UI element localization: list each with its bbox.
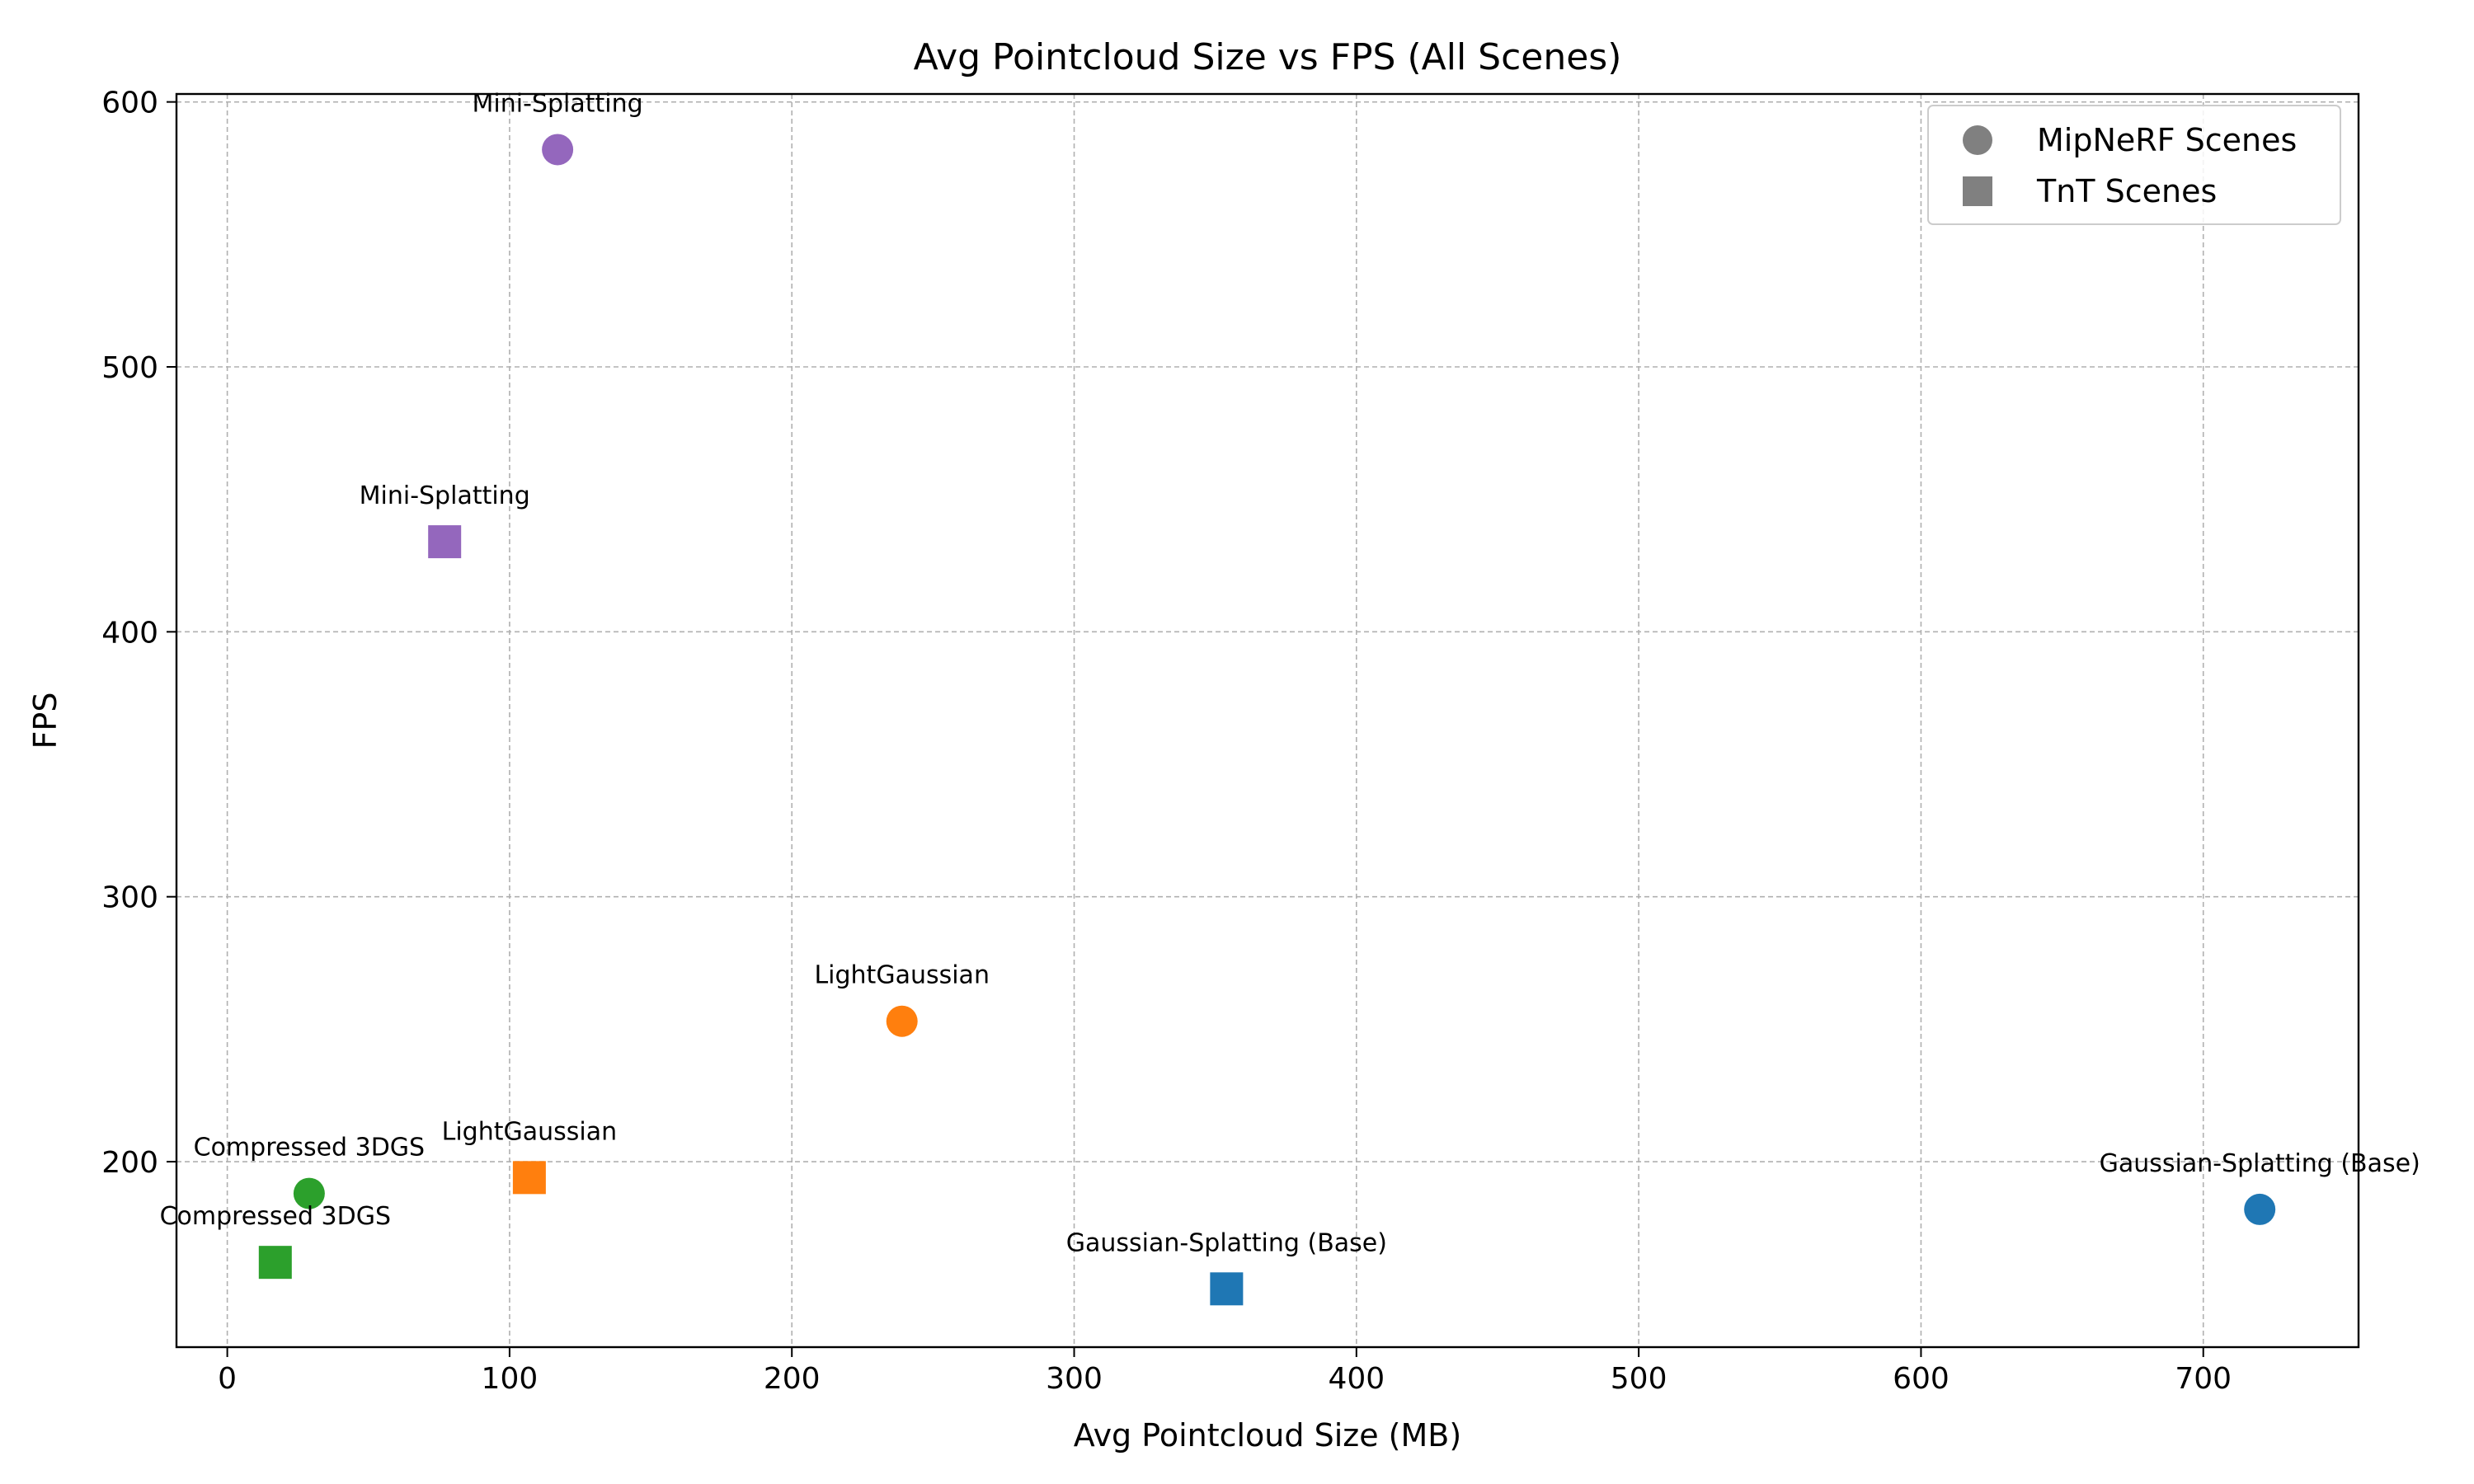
- y-tick-label: 400: [101, 616, 158, 650]
- point-label: Compressed 3DGS: [160, 1202, 391, 1231]
- point-marker-circle: [886, 1005, 918, 1037]
- grid: [176, 94, 2359, 1347]
- legend-square-marker: [1963, 176, 1992, 206]
- axis-ticks: 0 100 200 300 400 500 600 700 200 300 400 500 600: [101, 87, 2232, 1396]
- point-marker-circle: [2244, 1193, 2276, 1225]
- point-label: LightGaussian: [442, 1117, 618, 1146]
- y-tick-label: 300: [101, 881, 158, 915]
- x-tick-label: 300: [1046, 1362, 1103, 1396]
- point-label: Gaussian-Splatting (Base): [2100, 1149, 2420, 1178]
- point-marker-square: [512, 1161, 546, 1195]
- point-label: Mini-Splatting: [360, 481, 530, 510]
- x-tick-label: 0: [218, 1362, 237, 1396]
- legend: MipNeRF Scenes TnT Scenes: [1927, 105, 2341, 225]
- point-label: LightGaussian: [814, 961, 990, 990]
- legend-box: [1927, 105, 2341, 225]
- point-labels: Mini-SplattingMini-SplattingLightGaussia…: [160, 89, 2420, 1257]
- legend-circle-marker: [1963, 125, 1992, 155]
- x-axis-label: Avg Pointcloud Size (MB): [1074, 1417, 1461, 1453]
- x-tick-label: 500: [1611, 1362, 1667, 1396]
- point-marker-circle: [293, 1177, 325, 1209]
- x-tick-label: 200: [764, 1362, 821, 1396]
- x-tick-label: 100: [482, 1362, 539, 1396]
- x-tick-label: 600: [1893, 1362, 1950, 1396]
- y-tick-label: 600: [101, 87, 158, 120]
- point-marker-circle: [542, 134, 574, 166]
- y-tick-label: 500: [101, 351, 158, 385]
- point-marker-square: [428, 525, 462, 559]
- point-marker-square: [258, 1246, 292, 1280]
- y-axis-label: FPS: [27, 693, 63, 749]
- point-label: Gaussian-Splatting (Base): [1066, 1228, 1387, 1257]
- point-label: Compressed 3DGS: [194, 1134, 425, 1162]
- x-tick-label: 700: [2175, 1362, 2232, 1396]
- data-points: [258, 134, 2276, 1306]
- point-marker-square: [1210, 1272, 1244, 1306]
- plot-area-frame: [175, 92, 2360, 1349]
- legend-label: MipNeRF Scenes: [2037, 122, 2297, 158]
- legend-label: TnT Scenes: [2036, 173, 2217, 209]
- x-tick-label: 400: [1328, 1362, 1385, 1396]
- chart-title: Avg Pointcloud Size vs FPS (All Scenes): [914, 36, 1622, 78]
- y-tick-label: 200: [101, 1146, 158, 1180]
